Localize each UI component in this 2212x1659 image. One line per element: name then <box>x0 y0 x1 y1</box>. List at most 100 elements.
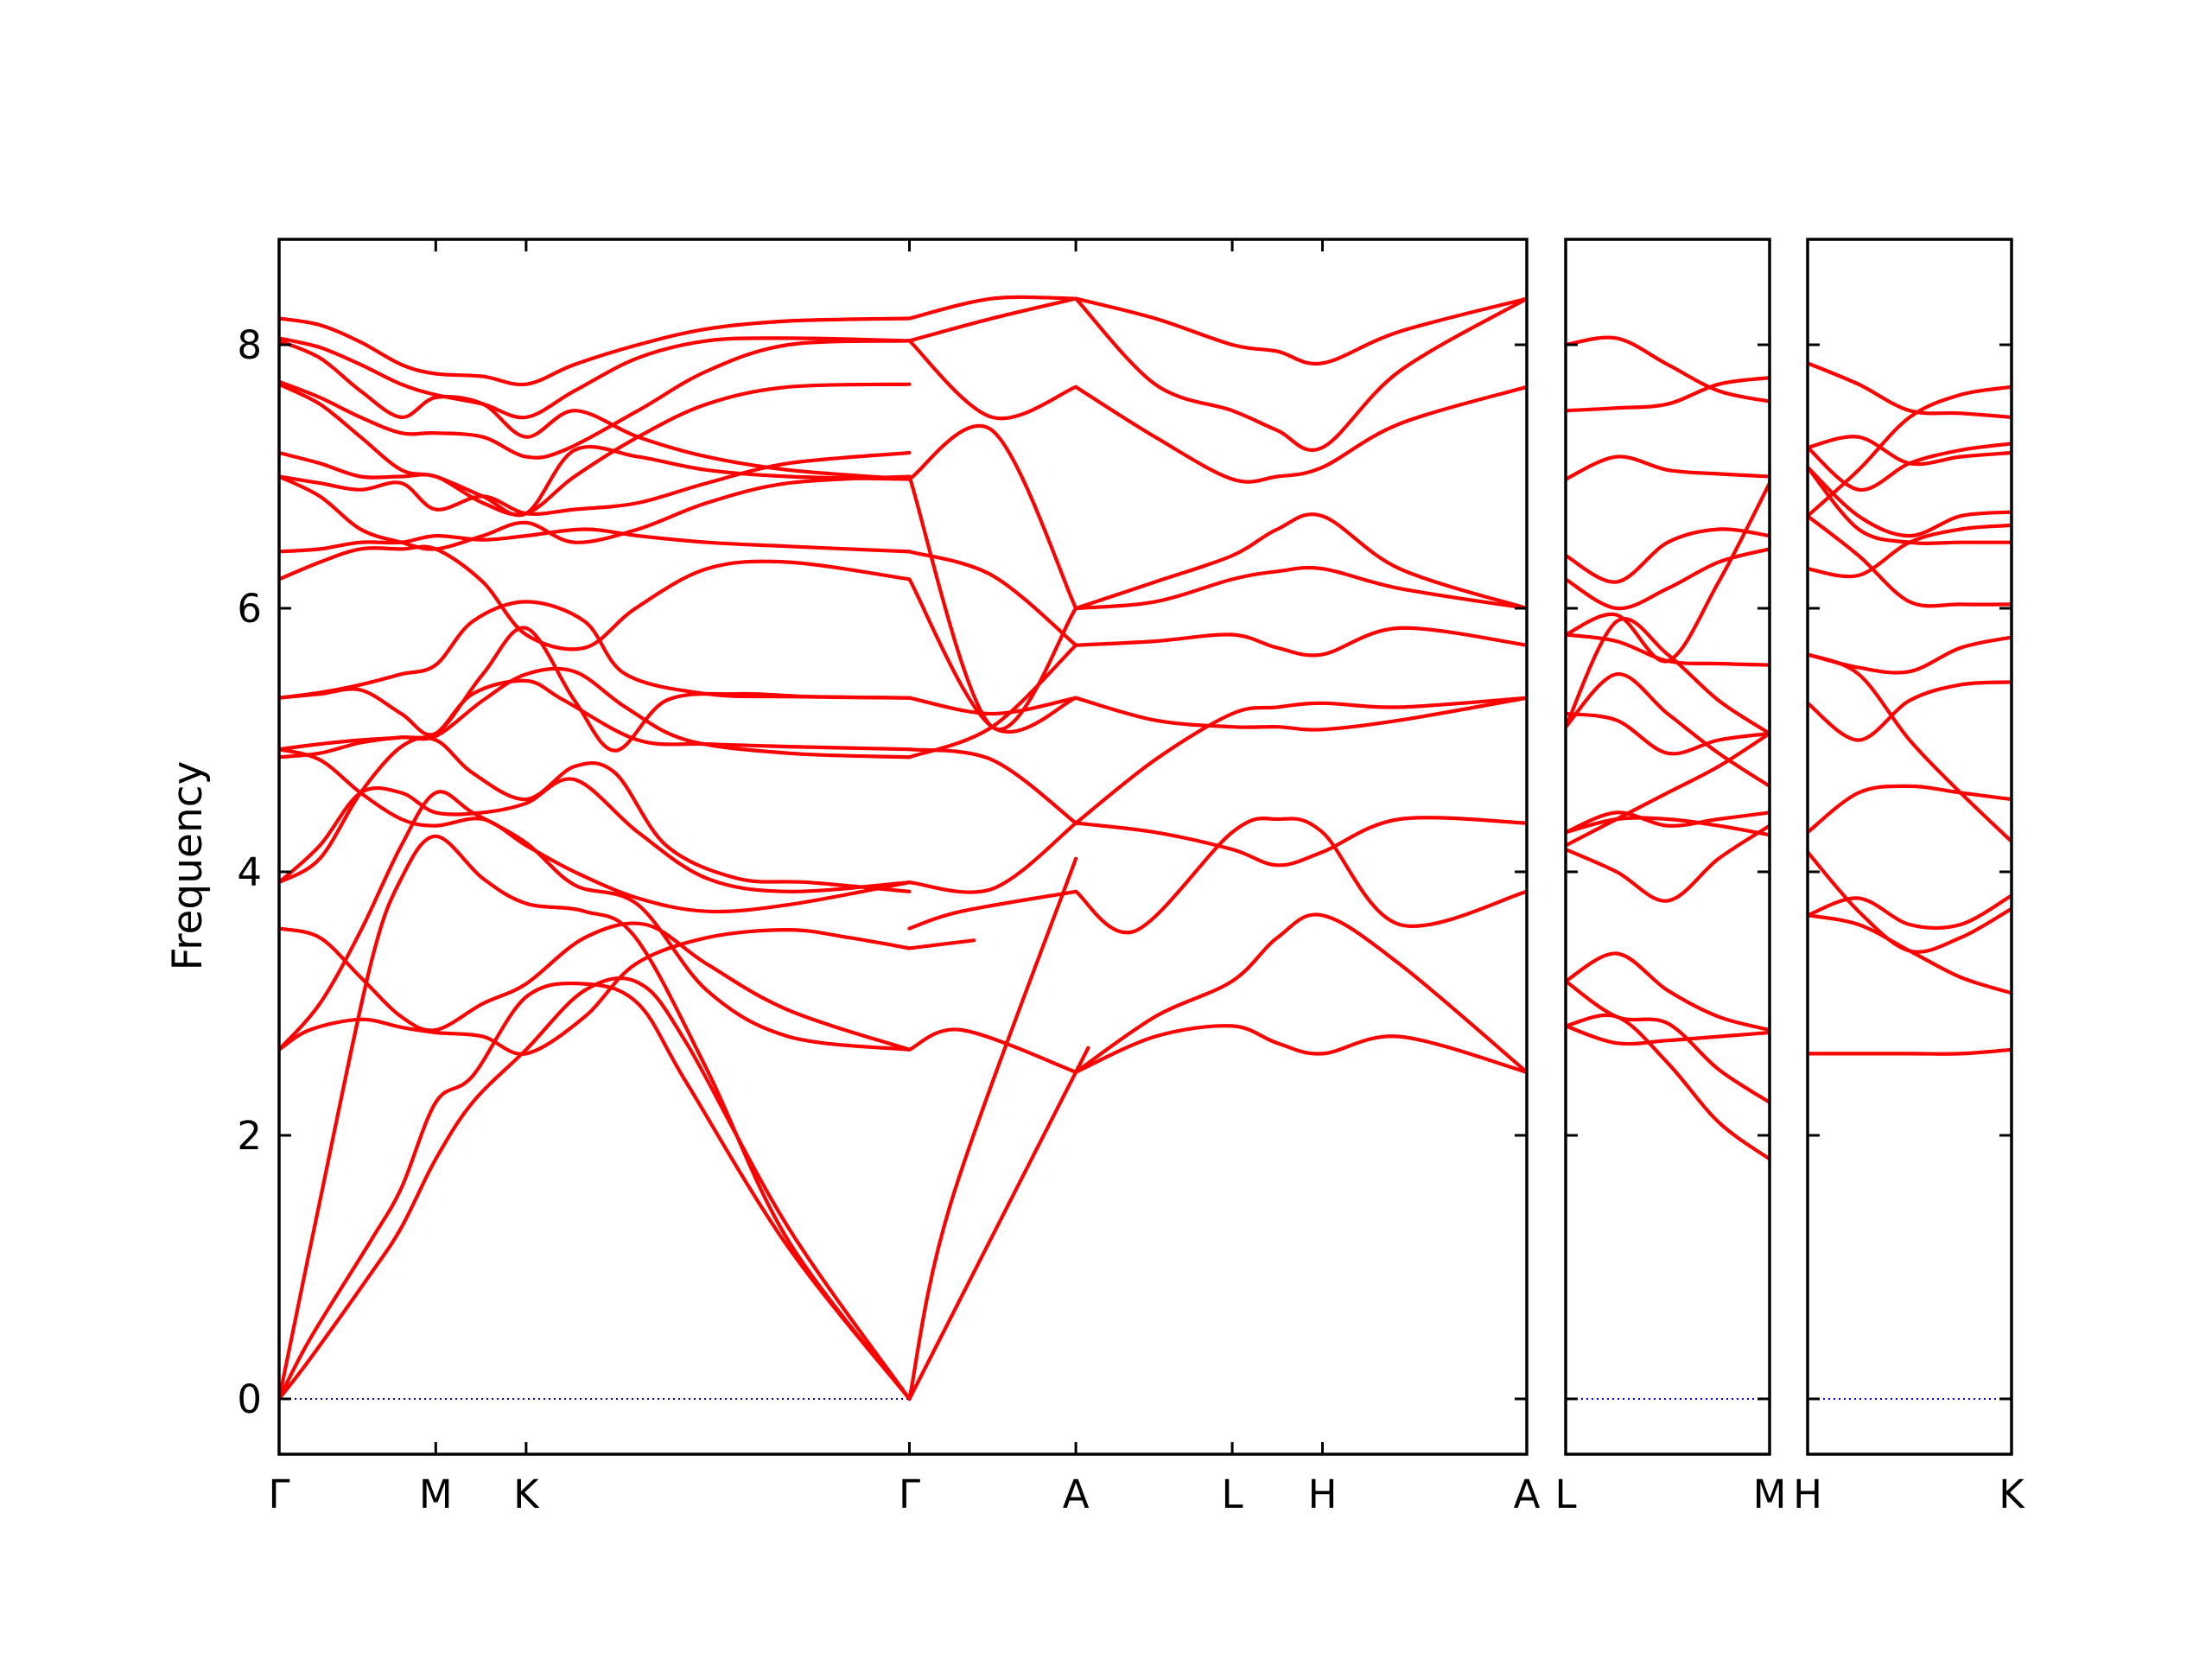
phonon-band-19 <box>1566 481 1770 664</box>
phonon-band-14 <box>1566 527 1770 584</box>
band-lines <box>1808 361 2012 1400</box>
phonon-band-18 <box>1566 617 1770 735</box>
y-tick-label: 2 <box>237 1113 262 1159</box>
y-axis-label: Frequency <box>164 761 212 971</box>
phonon-band-12 <box>1808 465 2012 538</box>
phonon-band-4 <box>1566 1024 1770 1046</box>
phonon-band-36 <box>907 423 1078 611</box>
phonon-band-38 <box>907 339 1078 421</box>
x-tick-label: A <box>1063 1471 1090 1517</box>
phonon-band-39 <box>907 296 1078 343</box>
phonon-band-5 <box>1808 850 2012 954</box>
x-tick-label: L <box>1554 1471 1576 1517</box>
phonon-band-48 <box>1074 565 1527 611</box>
y-tick-label: 0 <box>237 1376 262 1422</box>
phonon-band-46 <box>1074 696 1527 732</box>
phonon-band-3 <box>1566 979 1770 1104</box>
phonon-band-7 <box>1566 810 1770 835</box>
phonon-band-16 <box>1566 376 1770 413</box>
phonon-band-14 <box>279 600 912 700</box>
phonon-band-17 <box>1808 465 2012 545</box>
phonon-band-44 <box>1074 816 1527 868</box>
phonon-band-9 <box>279 777 912 893</box>
phonon-band-26 <box>907 856 1078 1402</box>
phonon-band-3 <box>1808 893 2012 931</box>
phonon-band-32 <box>907 747 1078 825</box>
y-tick-label: 4 <box>237 849 262 895</box>
phonon-band-2 <box>1566 1013 1770 1161</box>
x-tick-label: Γ <box>899 1471 920 1517</box>
phonon-band-9 <box>1808 635 2012 675</box>
phonon-band-49 <box>1074 512 1527 611</box>
phonon-band-11 <box>279 666 912 760</box>
phonon-band-29 <box>907 889 1078 931</box>
phonon-band-25 <box>907 1046 1090 1402</box>
axes-frame <box>1806 238 2013 1456</box>
phonon-band-9 <box>1566 672 1770 788</box>
phonon-band-12 <box>1566 731 1770 848</box>
phonon-band-28 <box>907 938 976 950</box>
phonon-band-8 <box>1566 816 1770 837</box>
phonon-band-2 <box>279 976 912 1402</box>
x-tick-label: M <box>1753 1471 1787 1517</box>
x-tick-label: Γ <box>268 1471 289 1517</box>
phonon-band-33 <box>907 696 1078 716</box>
x-tick-label: K <box>1999 1471 2025 1517</box>
x-tick-label: H <box>1793 1471 1822 1517</box>
phonon-band-37 <box>907 474 1078 732</box>
phonon-band-16 <box>1808 435 2012 467</box>
phonon-band-8 <box>279 735 912 893</box>
y-tick-label: 8 <box>237 322 262 368</box>
x-tick-label: M <box>419 1471 453 1517</box>
phonon-band-5 <box>279 928 912 1056</box>
phonon-band-7 <box>279 790 912 1052</box>
axes-frame <box>1564 238 1771 1456</box>
x-tick-label: A <box>1514 1471 1541 1517</box>
y-tick-label: 6 <box>237 586 262 632</box>
phonon-band-22 <box>279 339 912 481</box>
phonon-band-5 <box>1566 951 1770 1033</box>
phonon-band-47 <box>1074 626 1527 658</box>
phonon-band-40 <box>907 295 1078 321</box>
phonon-band-12 <box>279 678 912 752</box>
phonon-band-6 <box>1808 784 2012 835</box>
phonon-band-23 <box>279 336 912 420</box>
phonon-band-10 <box>279 747 912 914</box>
phonon-band-24 <box>279 316 912 387</box>
phonon-band-3 <box>279 981 912 1402</box>
phonon-band-11 <box>1808 514 2012 608</box>
phonon-band-15 <box>279 544 912 652</box>
phonon-band-16 <box>279 527 912 554</box>
phonon-band-51 <box>1074 296 1527 452</box>
phonon-band-6 <box>279 921 912 1052</box>
phonon-band-7 <box>1808 680 2012 742</box>
phonon-band-21 <box>279 339 912 460</box>
phonon-band-13 <box>1566 547 1770 611</box>
phonon-band-41 <box>1074 1024 1527 1074</box>
phonon-band-50 <box>1074 385 1527 484</box>
x-tick-label: H <box>1308 1471 1338 1517</box>
phonon-band-13 <box>279 626 912 753</box>
phonon-band-30 <box>907 821 1078 894</box>
phonon-band-4 <box>279 834 912 1402</box>
phonon-band-42 <box>1074 912 1527 1074</box>
phonon-band-6 <box>1566 823 1770 903</box>
phonon-band-52 <box>1074 296 1527 366</box>
phonon-band-10 <box>1566 711 1770 756</box>
band-lines <box>279 295 1527 1402</box>
phonon-band-17 <box>1566 335 1770 404</box>
phonon-band-15 <box>1566 454 1770 481</box>
panel-1: 0 2 4 6 8 Γ M K Γ A L H A <box>237 238 1541 1517</box>
phonon-band-2 <box>1808 1047 2012 1056</box>
phonon-band-20 <box>279 382 912 518</box>
x-tick-label: K <box>513 1471 540 1517</box>
band-lines <box>1566 335 1770 1400</box>
axes-frame <box>277 238 1529 1456</box>
phonon-band-14 <box>1808 361 2012 419</box>
phonon-band-13 <box>1808 442 2012 492</box>
phonon-band-17 <box>279 474 912 551</box>
x-tick-label: L <box>1222 1471 1243 1517</box>
